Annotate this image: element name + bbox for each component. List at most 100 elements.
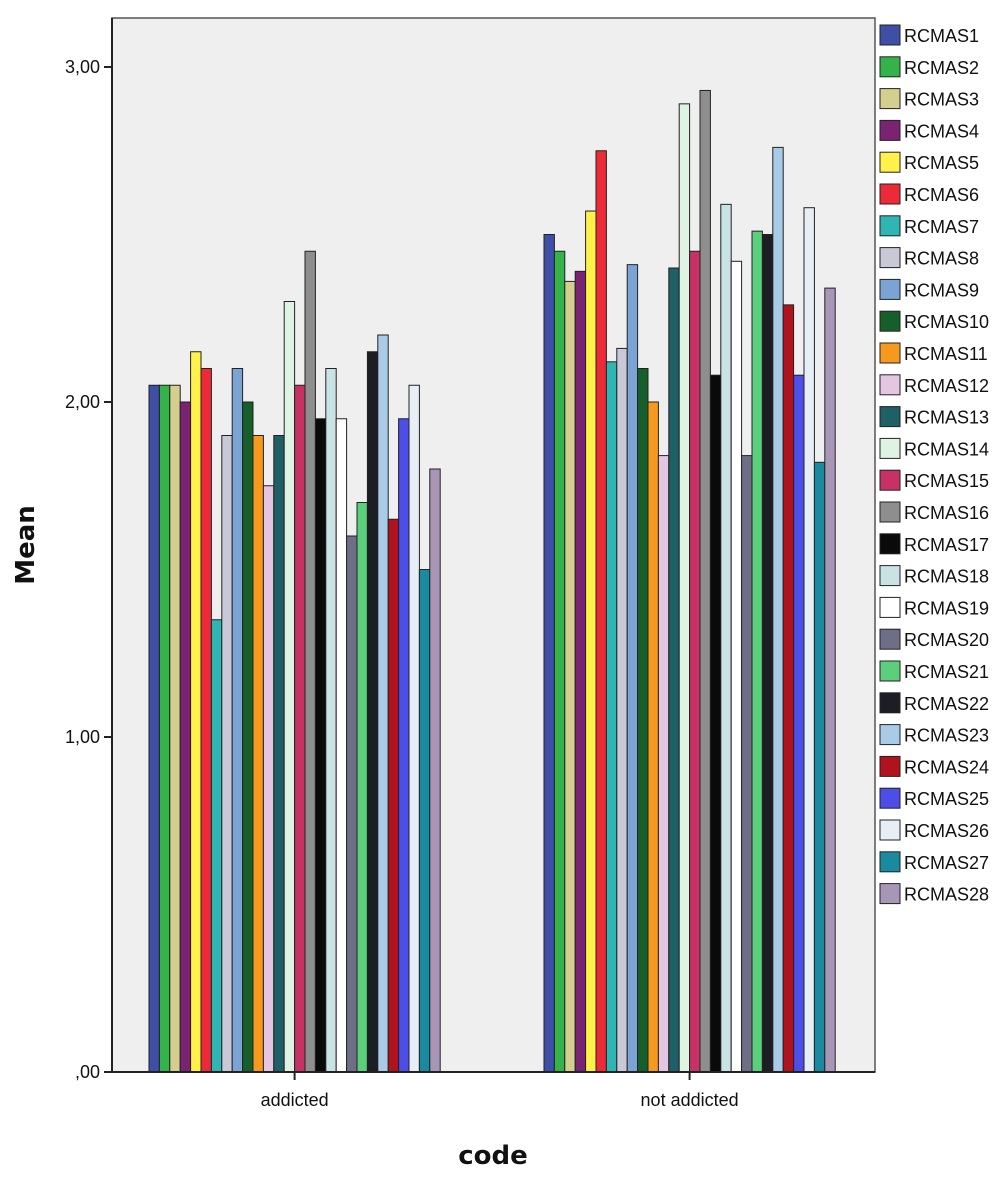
bar-rcmas11-addicted (252, 435, 264, 1073)
bar-rcmas16-addicted (304, 250, 316, 1073)
legend-swatch-rcmas7 (879, 215, 901, 237)
bar-rcmas13-addicted (273, 435, 285, 1073)
legend-label-rcmas15: RCMAS15 (904, 471, 989, 491)
legend-label-rcmas5: RCMAS5 (904, 153, 979, 173)
bar-rcmas17-not-addicted (709, 374, 722, 1073)
legend-swatch-rcmas3 (879, 88, 901, 110)
bar-rcmas25-not-addicted (793, 374, 805, 1073)
bar-rcmas8-addicted (221, 435, 233, 1073)
legend-label-rcmas26: RCMAS26 (904, 821, 989, 841)
bar-rcmas14-not-addicted (678, 103, 691, 1073)
legend-label-rcmas14: RCMAS14 (904, 439, 989, 459)
bar-rcmas13-not-addicted (668, 267, 680, 1073)
bar-rcmas8-not-addicted (616, 347, 628, 1073)
legend-label-rcmas16: RCMAS16 (904, 503, 989, 523)
legend-label-rcmas25: RCMAS25 (904, 789, 989, 809)
bar-rcmas23-not-addicted (772, 146, 784, 1073)
bar-rcmas22-not-addicted (761, 234, 774, 1073)
legend-swatch-rcmas23 (879, 724, 901, 746)
legend-swatch-rcmas4 (879, 119, 901, 141)
legend-swatch-rcmas12 (879, 374, 901, 396)
legend-label-rcmas10: RCMAS10 (904, 312, 989, 332)
x-tick-label: addicted (261, 1090, 329, 1110)
y-tick-label: 2,00 (65, 392, 100, 412)
x-axis-title: code (458, 1141, 528, 1171)
bar-rcmas2-addicted (158, 384, 171, 1073)
y-tick-label: 1,00 (65, 727, 100, 747)
legend-swatch-rcmas15 (879, 469, 901, 491)
legend-label-rcmas3: RCMAS3 (904, 90, 979, 110)
legend-swatch-rcmas28 (879, 883, 901, 905)
bar-rcmas26-not-addicted (803, 207, 815, 1073)
bar-rcmas10-addicted (242, 401, 254, 1073)
legend-swatch-rcmas1 (879, 24, 901, 46)
bar-rcmas10-not-addicted (637, 368, 649, 1073)
y-tick-label: ,00 (75, 1062, 100, 1082)
bar-rcmas7-addicted (210, 619, 223, 1073)
legend-swatch-rcmas14 (879, 437, 901, 459)
bar-rcmas20-addicted (346, 535, 358, 1073)
legend-label-rcmas4: RCMAS4 (904, 121, 979, 141)
bar-rcmas11-not-addicted (647, 401, 659, 1073)
bar-rcmas18-not-addicted (720, 203, 732, 1073)
bar-rcmas6-not-addicted (595, 150, 607, 1073)
bar-rcmas28-not-addicted (824, 287, 836, 1073)
legend-label-rcmas27: RCMAS27 (904, 853, 989, 873)
legend-label-rcmas7: RCMAS7 (904, 217, 979, 237)
legend-swatch-rcmas19 (879, 596, 901, 618)
legend-swatch-rcmas27 (879, 851, 901, 873)
bar-rcmas27-addicted (418, 569, 431, 1073)
legend-label-rcmas22: RCMAS22 (904, 694, 989, 714)
legend-label-rcmas12: RCMAS12 (904, 376, 989, 396)
legend-swatch-rcmas17 (879, 533, 901, 555)
legend-label-rcmas1: RCMAS1 (904, 26, 979, 46)
bar-rcmas4-not-addicted (574, 270, 587, 1073)
bar-rcmas24-addicted (387, 518, 400, 1073)
legend-swatch-rcmas24 (879, 755, 901, 777)
bar-rcmas19-not-addicted (730, 260, 743, 1073)
bar-rcmas3-addicted (169, 384, 181, 1073)
bar-rcmas16-not-addicted (699, 89, 711, 1073)
bar-rcmas5-not-addicted (585, 210, 597, 1073)
legend-swatch-rcmas10 (879, 310, 901, 332)
legend-label-rcmas8: RCMAS8 (904, 249, 979, 269)
bar-rcmas5-addicted (190, 351, 202, 1073)
legend-label-rcmas2: RCMAS2 (904, 58, 979, 78)
legend-label-rcmas24: RCMAS24 (904, 757, 989, 777)
bar-rcmas28-addicted (429, 468, 441, 1073)
y-tick-label: 3,00 (65, 57, 100, 77)
legend-swatch-rcmas9 (879, 278, 901, 300)
legend-label-rcmas11: RCMAS11 (904, 344, 988, 364)
bar-rcmas4-addicted (179, 401, 192, 1073)
legend-label-rcmas21: RCMAS21 (904, 662, 989, 682)
bar-rcmas24-not-addicted (782, 304, 795, 1073)
bar-rcmas23-addicted (377, 334, 389, 1073)
legend: RCMAS1 RCMAS2 RCMAS3 RCMAS4 RCMAS5 RCMAS6 RCMA… (879, 24, 989, 905)
bar-rcmas1-not-addicted (543, 234, 555, 1073)
bar-rcmas22-addicted (366, 351, 379, 1073)
y-axis-title: Mean (11, 505, 41, 585)
legend-label-rcmas13: RCMAS13 (904, 408, 989, 428)
legend-swatch-rcmas18 (879, 565, 901, 587)
legend-label-rcmas20: RCMAS20 (904, 630, 989, 650)
legend-label-rcmas23: RCMAS23 (904, 726, 989, 746)
bar-rcmas26-addicted (408, 384, 420, 1073)
bar-rcmas21-addicted (356, 502, 368, 1073)
legend-swatch-rcmas20 (879, 628, 901, 650)
legend-swatch-rcmas26 (879, 819, 901, 841)
bar-rcmas7-not-addicted (605, 361, 618, 1073)
bar-rcmas6-addicted (200, 368, 212, 1073)
bar-rcmas1-addicted (148, 384, 160, 1073)
legend-swatch-rcmas21 (879, 660, 901, 682)
legend-swatch-rcmas13 (879, 406, 901, 428)
bars-group (148, 89, 836, 1073)
bar-rcmas12-addicted (262, 485, 275, 1073)
legend-label-rcmas19: RCMAS19 (904, 598, 989, 618)
legend-label-rcmas28: RCMAS28 (904, 885, 989, 905)
bar-rcmas15-not-addicted (689, 250, 701, 1073)
legend-label-rcmas9: RCMAS9 (904, 280, 979, 300)
bar-rcmas19-addicted (335, 418, 348, 1073)
legend-swatch-rcmas11 (879, 342, 901, 364)
bar-rcmas21-not-addicted (751, 230, 763, 1073)
legend-label-rcmas17: RCMAS17 (904, 535, 989, 555)
